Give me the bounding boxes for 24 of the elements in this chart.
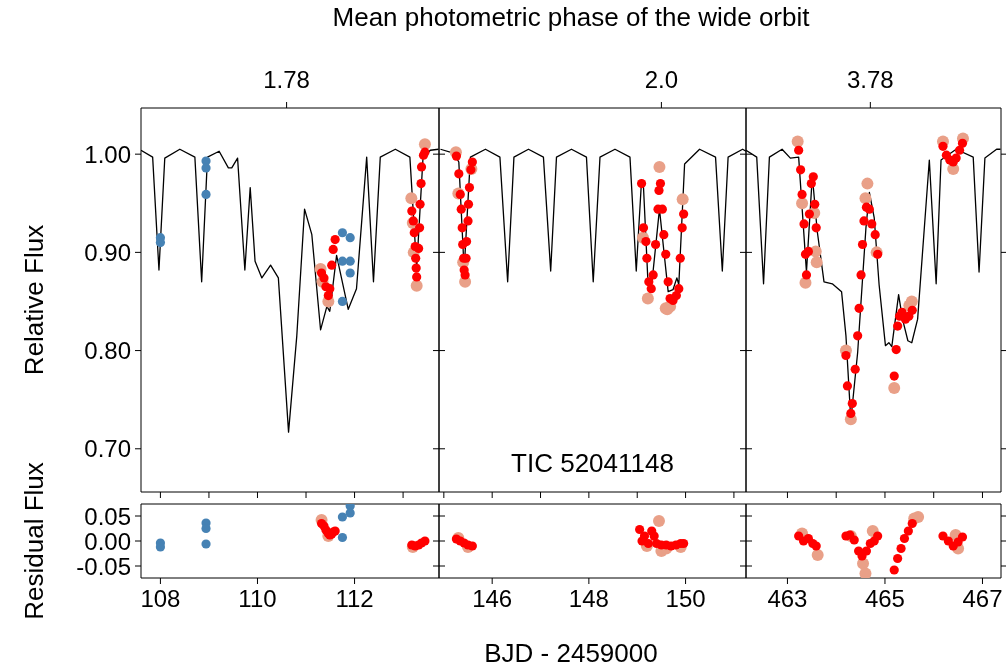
- x-axis-title: BJD - 2459000: [483, 638, 659, 669]
- y-tick-label: 1.00: [84, 140, 131, 168]
- x-tick-label: 467: [962, 585, 1003, 613]
- y-tick-label: -0.05: [76, 552, 131, 580]
- x-tick-label: 110: [238, 585, 277, 613]
- x-tick-label: 148: [568, 585, 609, 613]
- x-tick-label: 112: [335, 585, 374, 613]
- y-tick-label: 0.90: [84, 238, 131, 266]
- annotation: 1.78: [263, 66, 310, 93]
- y-axis-title: Relative Flux: [18, 224, 50, 376]
- x2-axis-title: Mean photometric phase of the wide orbit: [331, 2, 811, 33]
- x-tick-label: 465: [864, 585, 905, 613]
- annotation: 3.78: [846, 66, 894, 93]
- y-tick-label: 0.00: [84, 527, 131, 555]
- x-tick-label: 108: [140, 585, 181, 613]
- x-tick-label: 463: [767, 585, 808, 613]
- x-tick-label: 150: [665, 585, 706, 613]
- y-axis-title: Residual Flux: [18, 462, 50, 620]
- y-tick-label: 0.70: [84, 435, 131, 463]
- x-tick-label: 146: [472, 585, 513, 613]
- y-tick-label: 0.05: [84, 502, 131, 530]
- annotation: 2.0: [644, 66, 679, 93]
- annotation: TIC 52041148: [510, 448, 675, 479]
- y-tick-label: 0.80: [84, 337, 131, 365]
